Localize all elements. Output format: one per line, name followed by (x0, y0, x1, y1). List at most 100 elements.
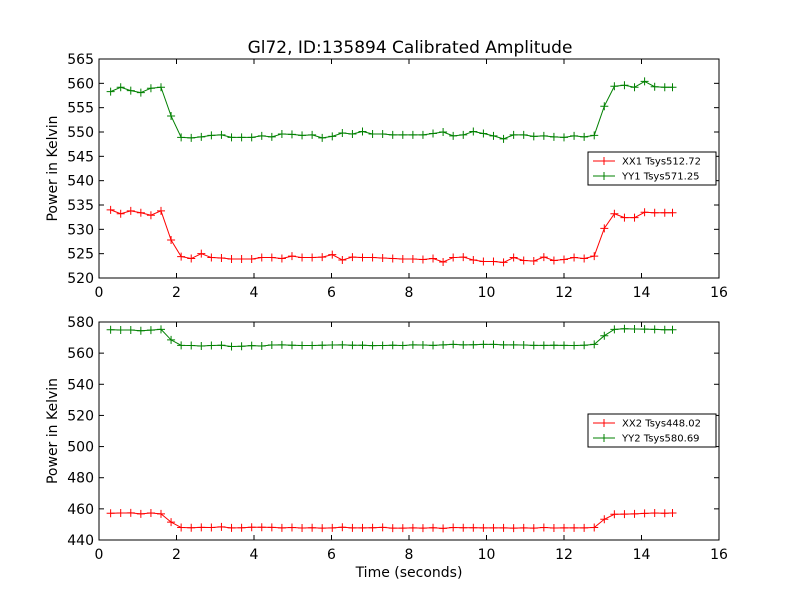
data-point (570, 131, 579, 140)
data-point (620, 324, 629, 333)
data-point (328, 341, 337, 350)
y-tick-label: 555 (67, 101, 94, 117)
x-tick-label: 8 (405, 547, 414, 563)
data-point (126, 508, 135, 517)
data-point (590, 523, 599, 532)
data-point (529, 524, 538, 533)
data-point (197, 132, 206, 141)
data-point (660, 83, 669, 92)
data-point (287, 252, 296, 261)
data-point (187, 133, 196, 142)
x-tick-label: 12 (555, 285, 573, 301)
data-point (489, 340, 498, 349)
data-point (146, 326, 155, 335)
data-point (126, 325, 135, 334)
data-point (610, 209, 619, 218)
data-point (338, 523, 347, 532)
data-point (499, 134, 508, 143)
x-tick-label: 6 (327, 285, 336, 301)
data-point (650, 82, 659, 91)
data-point (106, 325, 115, 334)
data-point (227, 133, 236, 142)
x-tick-label: 14 (633, 285, 651, 301)
series-line (110, 80, 673, 140)
legend-entry: XX1 Tsys512.72 (622, 157, 701, 168)
data-point (398, 255, 407, 264)
data-point (348, 523, 357, 532)
data-point (348, 253, 357, 262)
y-tick-label: 545 (67, 149, 94, 165)
data-point (660, 509, 669, 518)
y-tick-label: 580 (67, 315, 94, 331)
data-point (459, 130, 468, 139)
data-point (640, 208, 649, 217)
data-point (257, 131, 266, 140)
data-point (328, 132, 337, 141)
x-tick-label: 6 (327, 547, 336, 563)
data-point (529, 132, 538, 141)
data-point (519, 341, 528, 350)
data-point (408, 255, 417, 264)
data-point (479, 523, 488, 532)
data-point (298, 341, 307, 350)
data-point (449, 340, 458, 349)
data-point (358, 523, 367, 532)
data-point (358, 127, 367, 136)
data-point (267, 341, 276, 350)
data-point (479, 257, 488, 266)
x-tick-label: 12 (555, 547, 573, 563)
data-point (580, 523, 589, 532)
y-axis-label: Power in Kelvin (45, 115, 61, 221)
y-tick-label: 540 (67, 377, 94, 393)
data-point (398, 524, 407, 533)
data-point (126, 206, 135, 215)
legend-marker (600, 157, 608, 165)
data-point (529, 341, 538, 350)
y-tick-label: 460 (67, 502, 94, 518)
data-point (298, 253, 307, 262)
data-point (640, 325, 649, 334)
data-point (499, 523, 508, 532)
data-point (197, 523, 206, 532)
data-point (227, 523, 236, 532)
legend: XX2 Tsys448.02 YY2 Tsys580.69 (587, 413, 717, 448)
data-point (560, 133, 568, 142)
data-point (429, 341, 438, 350)
y-tick-label: 525 (67, 247, 94, 263)
data-point (519, 130, 528, 139)
data-point (549, 132, 558, 141)
data-point (519, 256, 528, 265)
data-point (348, 341, 357, 350)
data-point (459, 523, 468, 532)
data-point (398, 341, 407, 350)
data-point (116, 209, 125, 218)
data-point (549, 341, 558, 350)
data-point (509, 524, 518, 533)
y-tick-label: 560 (67, 346, 94, 362)
data-point (247, 255, 256, 264)
data-point (378, 341, 387, 350)
data-point (388, 524, 397, 533)
data-point (418, 130, 427, 139)
data-point (539, 341, 548, 350)
legend-entry: YY2 Tsys580.69 (621, 434, 700, 445)
data-point (197, 249, 206, 258)
data-point (439, 524, 448, 533)
data-point (449, 131, 458, 140)
x-tick-label: 10 (478, 547, 496, 563)
data-point (378, 129, 387, 138)
data-point (146, 84, 155, 93)
data-point (227, 255, 236, 264)
data-point (479, 129, 488, 138)
x-tick-label: 8 (405, 285, 414, 301)
top-panel: 0 2 4 6 8 10 12 14 16 520 525 530 535 540 545 550 555 560… (45, 52, 728, 301)
series-line (110, 512, 673, 529)
data-point (338, 340, 347, 349)
data-point (429, 523, 438, 532)
legend: XX1 Tsys512.72 YY1 Tsys571.25 (587, 151, 717, 186)
data-point (439, 340, 448, 349)
data-point (590, 131, 599, 140)
data-point (177, 133, 186, 142)
data-point (136, 326, 145, 335)
y-tick-label: 565 (67, 52, 94, 68)
